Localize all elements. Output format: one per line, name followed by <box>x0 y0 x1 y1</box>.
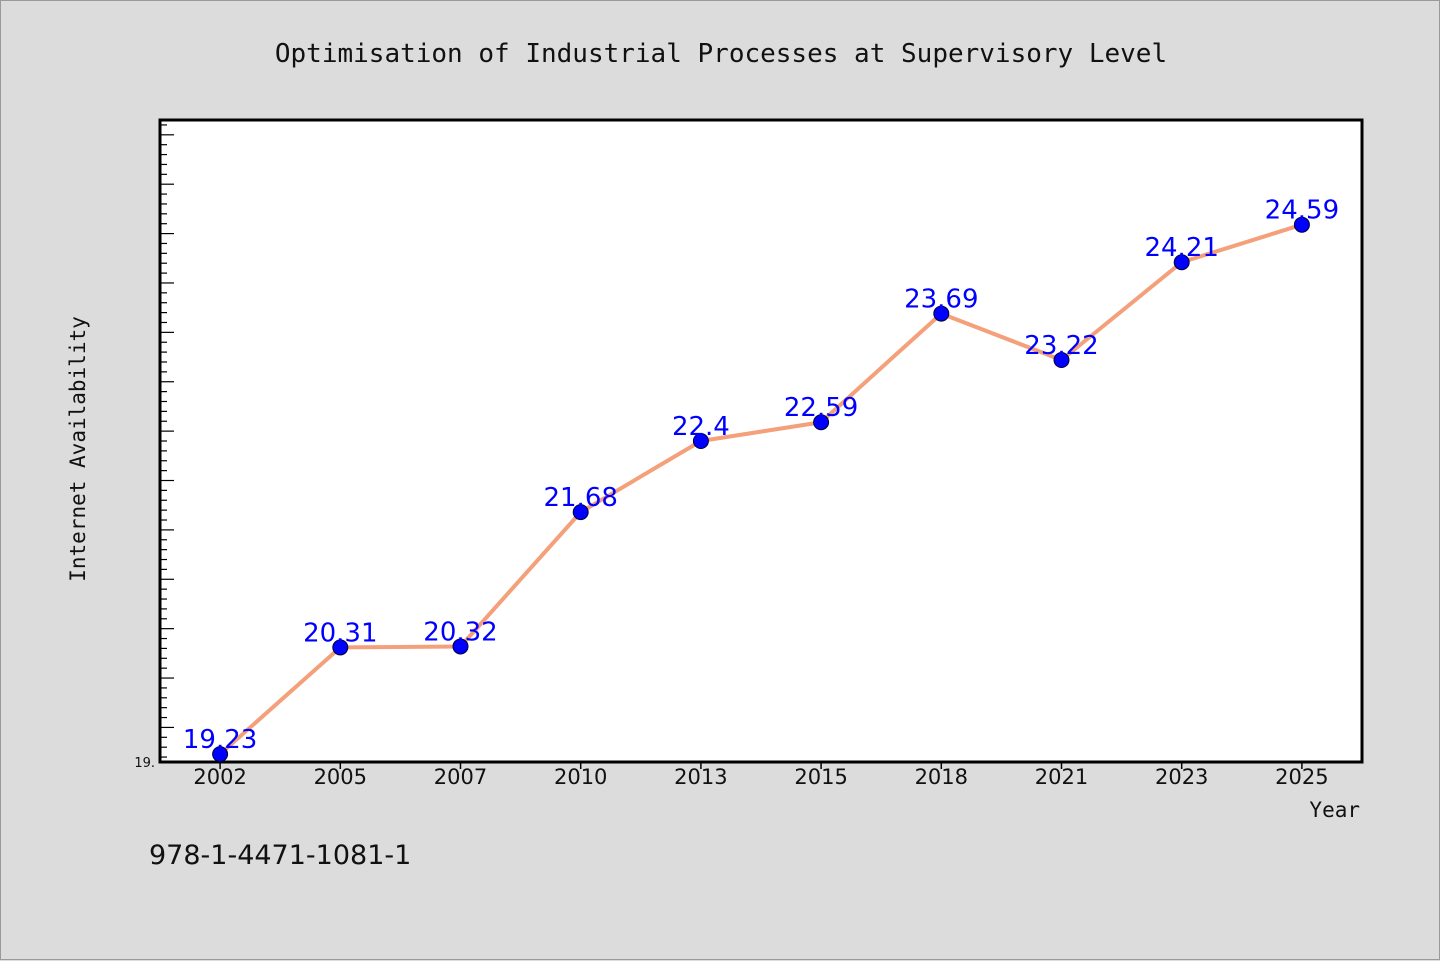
y-axis-ticks <box>160 124 174 758</box>
x-tick-label: 2018 <box>915 765 968 789</box>
data-labels: 19.23 20.31 20.32 21.68 22.4 22.59 23.69 23.22 2… <box>183 196 1339 755</box>
x-tick-label: 2005 <box>314 765 367 789</box>
chart-title: Optimisation of Industrial Processes at … <box>275 39 1167 69</box>
x-tick-label: 2023 <box>1155 765 1208 789</box>
series-line <box>218 222 1303 756</box>
x-axis-ticks <box>219 762 1303 769</box>
data-label: 24.21 <box>1144 233 1218 263</box>
data-point <box>332 639 349 656</box>
data-point <box>572 504 589 521</box>
data-point <box>1173 254 1190 271</box>
plot-area <box>158 118 1364 764</box>
data-point <box>813 414 830 431</box>
series-group <box>212 216 1310 763</box>
data-label: 22.59 <box>784 393 858 423</box>
y-axis-label: Internet Availability <box>66 316 90 582</box>
data-point <box>692 433 709 449</box>
data-point <box>933 305 950 322</box>
x-tick-label: 2021 <box>1035 765 1088 789</box>
x-axis-tick-labels: 2002 2005 2007 2010 2013 2015 2018 2021 2023 2025 <box>193 765 1328 789</box>
y-tick-label: 19. <box>134 756 155 771</box>
data-point <box>212 746 229 763</box>
x-tick-label: 2015 <box>794 765 847 789</box>
x-tick-label: 2002 <box>193 765 246 789</box>
x-tick-label: 2025 <box>1275 765 1328 789</box>
data-label: 23.22 <box>1024 331 1098 361</box>
isbn-text: 978-1-4471-1081-1 <box>149 840 411 871</box>
data-label: 20.31 <box>303 618 377 648</box>
data-label: 19.23 <box>183 725 257 755</box>
data-label: 23.69 <box>904 285 978 315</box>
data-label: 21.68 <box>543 483 617 513</box>
x-tick-label: 2010 <box>554 765 607 789</box>
x-tick-label: 2013 <box>674 765 727 789</box>
data-point <box>452 638 469 655</box>
data-label: 20.32 <box>423 617 497 647</box>
x-tick-label: 2007 <box>434 765 487 789</box>
data-label: 24.59 <box>1265 196 1339 226</box>
data-label: 22.4 <box>672 412 730 442</box>
x-axis-label: Year <box>1309 798 1360 822</box>
data-point <box>1293 216 1310 233</box>
data-point <box>1053 352 1070 369</box>
